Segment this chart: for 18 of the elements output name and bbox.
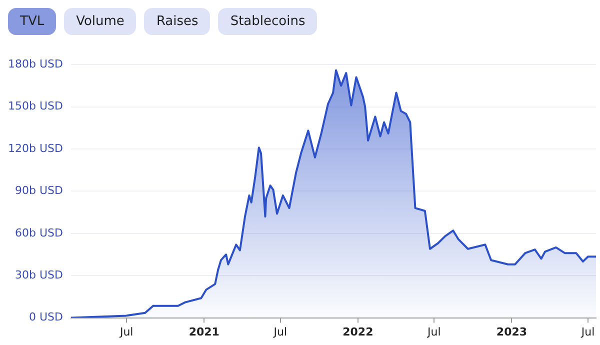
y-tick-label: 30b USD bbox=[14, 268, 63, 282]
y-tick-label: 150b USD bbox=[8, 100, 63, 113]
y-tick-label: 180b USD bbox=[8, 57, 63, 70]
text: TVL bbox=[8, 8, 56, 35]
text: Raises bbox=[144, 8, 210, 35]
x-tick-label: 2022 bbox=[342, 325, 374, 338]
y-tick-label: 120b USD bbox=[8, 142, 63, 155]
x-tick-label: Jul bbox=[272, 325, 288, 338]
x-tick-label: 2021 bbox=[188, 325, 220, 338]
x-tick-label: Jul bbox=[580, 325, 595, 338]
text: Stablecoins bbox=[218, 8, 318, 35]
x-tick-label: 2023 bbox=[496, 325, 528, 338]
y-tick-label: 0 USD bbox=[28, 310, 63, 324]
x-tick-label: Jul bbox=[426, 325, 441, 338]
y-tick-label: 60b USD bbox=[14, 226, 63, 240]
x-tick-label: Jul bbox=[118, 325, 134, 338]
text: Volume bbox=[64, 8, 136, 35]
y-tick-label: 90b USD bbox=[14, 184, 63, 198]
